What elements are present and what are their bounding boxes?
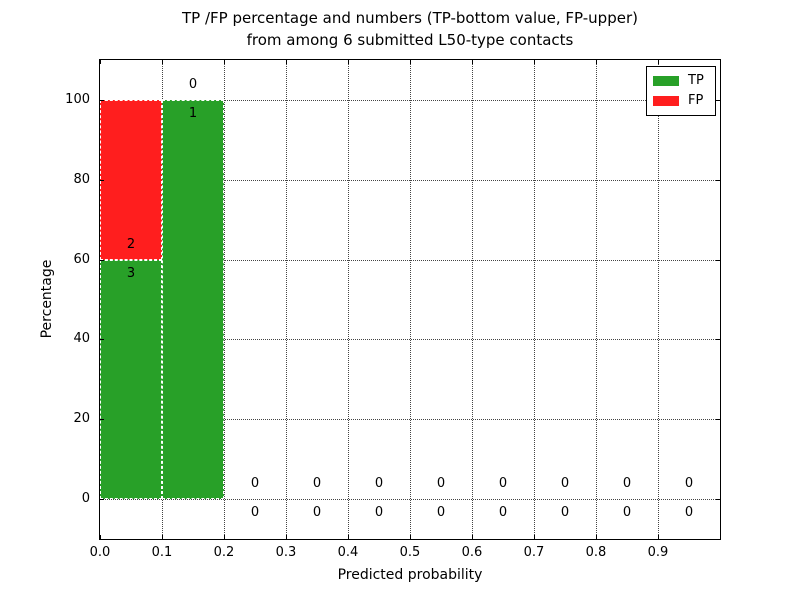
y-tick-right (716, 419, 720, 421)
y-tick-label: 60 (73, 251, 90, 267)
y-tick-left (100, 499, 104, 501)
legend: TP FP (646, 66, 716, 116)
tp-count-label: 0 (250, 505, 260, 521)
y-tick-left (100, 339, 104, 341)
legend-item-tp: TP (653, 71, 709, 91)
fp-count-label: 0 (622, 476, 632, 492)
tp-bar (100, 259, 162, 500)
x-tick-top (162, 60, 163, 64)
y-tick-left (100, 259, 104, 261)
x-tick-label: 0.3 (275, 545, 297, 560)
y-tick-right (716, 339, 720, 341)
fp-count-label: 0 (250, 476, 260, 492)
x-tick-label: 0.0 (89, 545, 111, 560)
y-axis-label: Percentage (39, 259, 55, 339)
fp-bar (100, 99, 162, 260)
x-tick-bottom (224, 535, 225, 539)
x-tick-bottom (658, 535, 659, 539)
y-tick-left (100, 419, 104, 421)
tp-count-label: 1 (188, 105, 198, 121)
x-tick-top (100, 60, 101, 64)
fp-count-label: 0 (436, 476, 446, 492)
x-tick-bottom (534, 535, 535, 539)
legend-item-fp: FP (653, 91, 709, 111)
x-tick-bottom (348, 535, 349, 539)
fp-count-label: 0 (560, 476, 570, 492)
y-tick-right (716, 499, 720, 501)
tp-count-label: 0 (436, 505, 446, 521)
x-tick-label: 0.8 (585, 545, 607, 560)
y-tick-left (100, 179, 104, 181)
tp-count-label: 0 (684, 505, 694, 521)
x-tick-top (534, 60, 535, 64)
y-tick-label: 0 (81, 491, 90, 507)
chart-title-line2: from among 6 submitted L50-type contacts (246, 31, 574, 49)
tp-count-label: 0 (312, 505, 322, 521)
gridline-vertical (410, 60, 411, 539)
legend-label-tp: TP (688, 73, 704, 88)
x-tick-top (348, 60, 349, 64)
plot-area: TP FP 2 3 0 1 0 0 0 0 0 0 0 0 0 0 0 0 0 0 0 0 (99, 59, 721, 540)
gridline-horizontal (100, 339, 720, 341)
x-tick-label: 0.7 (523, 545, 545, 560)
x-tick-bottom (100, 535, 101, 539)
x-tick-top (472, 60, 473, 64)
x-tick-bottom (596, 535, 597, 539)
gridline-vertical (472, 60, 473, 539)
y-tick-label: 40 (73, 331, 90, 347)
x-tick-top (410, 60, 411, 64)
x-tick-top (224, 60, 225, 64)
gridline-vertical (348, 60, 349, 539)
chart-title: TP /FP percentage and numbers (TP-bottom… (100, 7, 720, 51)
gridline-vertical (534, 60, 535, 539)
y-tick-right (716, 179, 720, 181)
x-axis-label: Predicted probability (337, 567, 483, 583)
fp-count-label: 0 (188, 76, 198, 92)
tp-count-label: 0 (622, 505, 632, 521)
tp-count-label: 0 (560, 505, 570, 521)
y-tick-right (716, 259, 720, 261)
x-tick-top (286, 60, 287, 64)
y-tick-label: 100 (65, 91, 90, 107)
gridline-horizontal (100, 99, 720, 101)
x-tick-label: 0.2 (213, 545, 235, 560)
x-tick-label: 0.9 (647, 545, 669, 560)
y-tick-right (716, 99, 720, 101)
x-tick-label: 0.6 (461, 545, 483, 560)
fp-swatch (653, 96, 679, 106)
y-tick-label: 80 (73, 171, 90, 187)
fp-count-label: 0 (312, 476, 322, 492)
gridline-horizontal (100, 499, 720, 501)
x-tick-label: 0.4 (337, 545, 359, 560)
gridline-horizontal (100, 259, 720, 261)
fp-count-label: 0 (684, 476, 694, 492)
x-tick-bottom (410, 535, 411, 539)
gridline-vertical (224, 60, 225, 539)
tp-count-label: 0 (498, 505, 508, 521)
x-tick-bottom (286, 535, 287, 539)
y-tick-label: 20 (73, 411, 90, 427)
x-tick-bottom (472, 535, 473, 539)
tp-bar (162, 99, 224, 500)
tp-count-label: 3 (126, 265, 136, 281)
legend-label-fp: FP (688, 93, 704, 108)
x-tick-label: 0.1 (151, 545, 173, 560)
fp-count-label: 2 (126, 236, 136, 252)
tp-count-label: 0 (374, 505, 384, 521)
x-tick-label: 0.5 (399, 545, 421, 560)
gridline-vertical (596, 60, 597, 539)
fp-count-label: 0 (374, 476, 384, 492)
gridline-horizontal (100, 179, 720, 181)
gridline-vertical (286, 60, 287, 539)
x-tick-top (658, 60, 659, 64)
gridline-horizontal (100, 419, 720, 421)
tp-swatch (653, 76, 679, 86)
gridline-vertical (658, 60, 659, 539)
y-tick-left (100, 99, 104, 101)
chart-title-line1: TP /FP percentage and numbers (TP-bottom… (182, 9, 638, 27)
fp-count-label: 0 (498, 476, 508, 492)
x-tick-top (596, 60, 597, 64)
x-tick-bottom (162, 535, 163, 539)
